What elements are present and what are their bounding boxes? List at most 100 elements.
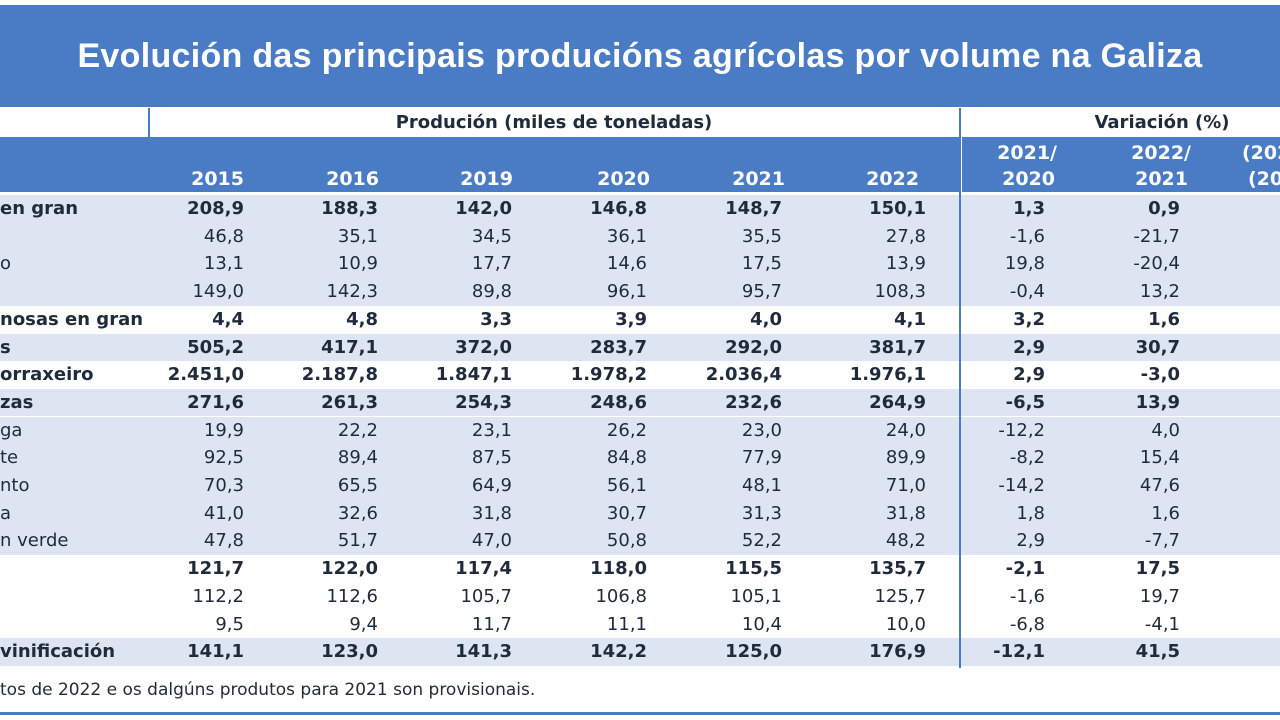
- production-cell: 17,7: [471, 253, 512, 275]
- production-cell: 35,1: [337, 225, 378, 247]
- row-label: n verde: [0, 530, 69, 552]
- column-divider: [148, 108, 150, 192]
- variation-cell: -: [1200, 195, 1280, 223]
- production-cell: 188,3: [321, 198, 378, 219]
- production-cell: 125,7: [874, 585, 926, 607]
- production-cell: 292,0: [725, 336, 782, 358]
- production-cell: 123,0: [321, 641, 378, 663]
- variation-cell: 17,5: [1135, 558, 1180, 580]
- production-cell: 9,5: [215, 613, 244, 635]
- variation-header-line1: (202: [1242, 142, 1280, 164]
- year-header: 2022: [866, 168, 919, 190]
- page-title: Evolución das principais producións agrí…: [77, 36, 1203, 75]
- variation-cell: -4,1: [1144, 613, 1180, 635]
- production-cell: 10,0: [885, 613, 926, 635]
- production-cell: 2.187,8: [301, 364, 378, 386]
- production-cell: 149,0: [192, 281, 244, 303]
- table-row: ga 19,9 22,2 23,1 26,2 23,0 24,0 -12,2 4,0: [0, 416, 1280, 445]
- production-cell: 142,2: [590, 641, 647, 663]
- table-row: 112,2 112,6 105,7 106,8 105,1 125,7 -1,6 19,7: [0, 582, 1280, 611]
- table-row: s 505,2 417,1 372,0 283,7 292,0 381,7 2,9 30,7-: [0, 333, 1280, 361]
- production-cell: 271,6: [187, 391, 244, 413]
- production-cell: 232,6: [725, 391, 782, 413]
- production-cell: 1.978,2: [570, 364, 647, 386]
- variation-cell: -: [1200, 278, 1280, 306]
- production-cell: 283,7: [590, 336, 647, 358]
- production-cell: 106,8: [595, 585, 647, 607]
- production-cell: 47,0: [471, 530, 512, 552]
- variation-cell: -12,2: [998, 419, 1045, 441]
- row-label: s: [0, 336, 11, 358]
- variation-header-line1: 2022/: [1131, 142, 1191, 164]
- table-row: 149,0 142,3 89,8 96,1 95,7 108,3 -0,4 13,2-: [0, 278, 1280, 306]
- production-cell: 30,7: [606, 502, 647, 524]
- variation-cell: -12,1: [993, 641, 1045, 663]
- production-cell: 122,0: [321, 558, 378, 580]
- production-cell: 70,3: [203, 475, 244, 496]
- variation-header-band: [962, 137, 1280, 192]
- production-cell: 27,8: [885, 225, 926, 247]
- production-cell: 9,4: [349, 613, 378, 635]
- variation-cell: [1200, 638, 1280, 666]
- variation-cell: 1,6: [1151, 502, 1180, 524]
- variation-cell: -6,5: [1005, 391, 1045, 413]
- variation-cell: 47,6: [1139, 475, 1180, 496]
- row-label: nosas en gran: [0, 308, 144, 330]
- table-row: nto 70,3 65,5 64,9 56,1 48,1 71,0 -14,2 47,6: [0, 472, 1280, 500]
- variation-group-band: [962, 108, 1280, 137]
- production-cell: 84,8: [606, 447, 647, 469]
- production-cell: 87,5: [471, 447, 512, 469]
- row-label: te: [0, 447, 19, 469]
- production-cell: 261,3: [321, 391, 378, 413]
- variation-cell: [1200, 527, 1280, 555]
- header-label-corner: [0, 137, 148, 192]
- table-row: 9,5 9,4 11,7 11,1 10,4 10,0 -6,8 -4,1: [0, 610, 1280, 638]
- production-cell: 23,1: [471, 419, 512, 441]
- variation-cell: 41,5: [1135, 641, 1180, 663]
- production-cell: 135,7: [869, 558, 926, 580]
- production-cell: 36,1: [606, 225, 647, 247]
- production-cell: 115,5: [725, 558, 782, 580]
- column-divider: [959, 108, 961, 668]
- production-cell: 4,0: [750, 308, 782, 330]
- production-cell: 48,1: [741, 475, 782, 496]
- production-cell: 11,7: [471, 613, 512, 635]
- production-cell: 2.036,4: [705, 364, 782, 386]
- production-cell: 71,0: [885, 475, 926, 496]
- title-bar: Evolución das principais producións agrí…: [0, 5, 1280, 107]
- production-cell: 50,8: [606, 530, 647, 552]
- production-cell: 176,9: [869, 641, 926, 663]
- production-cell: 92,5: [203, 447, 244, 469]
- variation-cell: -1,6: [1009, 585, 1045, 607]
- production-cell: 46,8: [203, 225, 244, 247]
- production-cell: 141,1: [187, 641, 244, 663]
- production-group-label: Produción (miles de toneladas): [395, 112, 713, 133]
- year-header: 2021: [732, 168, 785, 190]
- variation-cell: [1200, 417, 1280, 445]
- production-cell: 142,3: [326, 281, 378, 303]
- production-cell: 112,6: [326, 585, 378, 607]
- production-cell: 35,5: [741, 225, 782, 247]
- row-label: [0, 555, 145, 583]
- production-cell: 26,2: [606, 419, 647, 441]
- variation-cell: [1200, 444, 1280, 472]
- variation-cell: 0,9: [1148, 198, 1180, 219]
- year-header: 2019: [460, 168, 513, 190]
- production-cell: 64,9: [471, 475, 512, 496]
- production-cell: 4,1: [894, 308, 926, 330]
- row-label: orraxeiro: [0, 364, 94, 386]
- table-row: a 41,0 32,6 31,8 30,7 31,3 31,8 1,8 1,6: [0, 499, 1280, 528]
- production-cell: 208,9: [187, 198, 244, 219]
- production-cell: 13,1: [203, 253, 244, 275]
- variation-cell: -7,7: [1144, 530, 1180, 552]
- variation-cell: [1200, 555, 1280, 583]
- production-cell: 77,9: [741, 447, 782, 469]
- variation-cell: 19,8: [1004, 253, 1045, 275]
- production-cell: 51,7: [337, 530, 378, 552]
- variation-cell: -2,1: [1005, 558, 1045, 580]
- row-label: [0, 278, 145, 306]
- production-cell: 22,2: [337, 419, 378, 441]
- production-cell: 13,9: [885, 253, 926, 275]
- production-group-band: [148, 108, 960, 137]
- production-cell: 32,6: [337, 502, 378, 524]
